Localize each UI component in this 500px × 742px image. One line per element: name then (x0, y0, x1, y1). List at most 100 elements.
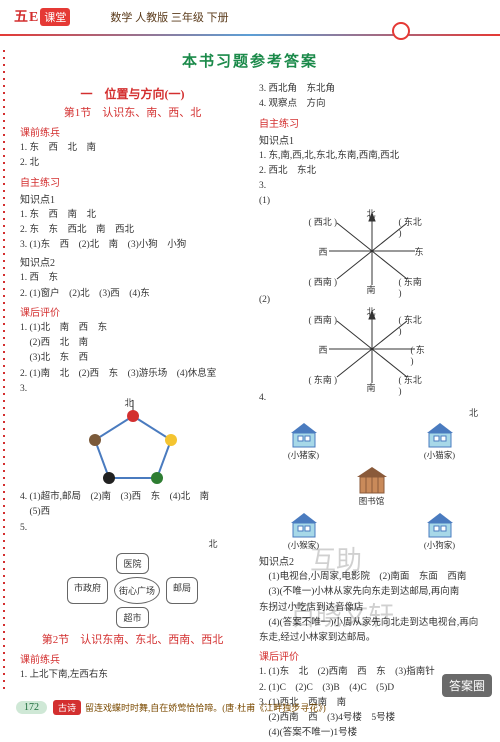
house-icon (287, 421, 321, 449)
house-icon (423, 511, 457, 539)
dir-e: ( 东 ) (411, 343, 427, 366)
dir-nw: ( 西北 ) (309, 215, 338, 228)
answer-line: 1. 西 东 (20, 271, 245, 285)
stamp-badge: 答案圈 (442, 674, 492, 697)
map-gov: 市政府 (67, 577, 108, 604)
answer-line: 4. 观察点 方向 (259, 97, 484, 111)
dir-nw: ( 西南 ) (309, 313, 338, 326)
answer-line: 1. 东,南,西,北,东北,东南,西南,西北 (259, 149, 484, 163)
answer-line: 4. (1)超市,邮局 (2)南 (3)西 东 (4)北 南 (20, 490, 245, 504)
heading-pre: 课前练兵 (20, 124, 245, 139)
right-column: 3. 西北角 东北角 4. 观察点 方向 自主练习 知识点1 1. 东,南,西,… (259, 81, 484, 742)
left-column: 一 位置与方向(一) 第1节 认识东、南、西、北 课前练兵 1. 东 西 北 南… (20, 81, 245, 742)
chapter-title: 一 位置与方向(一) (20, 85, 245, 102)
heading-k2: 知识点2 (20, 254, 245, 269)
subject-info: 数学 人教版 三年级 下册 (110, 9, 228, 25)
map-hospital: 医院 (116, 553, 148, 574)
dir-ne: ( 东北 ) (399, 215, 427, 238)
north-label: 北 (259, 406, 484, 419)
answer-line: 2. (1)南 北 (2)西 东 (3)游乐场 (4)休息室 (20, 367, 245, 381)
map-market: 超市 (116, 607, 148, 628)
side-decoration (3, 50, 5, 689)
house-empty (340, 421, 404, 461)
answer-line: 2. 西北 东北 (259, 164, 484, 178)
north-label: 北 (48, 537, 218, 550)
answer-line: 5. (20, 521, 245, 535)
compass-diagram-2: 北 ( 东北 ) ( 东 ) ( 东北 ) 南 ( 东南 ) 西 ( 西南 ) (317, 309, 427, 389)
answer-line: 2. 东 东 西北 南 西北 (20, 223, 245, 237)
answer-line: 1. 东 西 南 北 (20, 208, 245, 222)
dir-n: 北 (367, 207, 376, 220)
house-dog: (小狗家) (408, 511, 472, 551)
page-main-title: 本书习题参考答案 (0, 50, 500, 71)
answer-line: 3. (20, 382, 245, 396)
library-icon (355, 465, 389, 495)
map-diagram: 北 医院 市政府 街心广场 邮局 超市 (48, 537, 218, 628)
dir-s: 南 (367, 283, 376, 296)
houses-diagram: (小猪家) (小猫家) 图书馆 (小猴家) (小狗家) (272, 421, 472, 551)
answer-line: (3)北 东 西 (20, 351, 245, 365)
answer-line: (1)电视台,小周家,电影院 (2)南面 东面 西南 (259, 570, 484, 584)
answer-line: 3. 西北角 东北角 (259, 82, 484, 96)
section-2-title: 第2节 认识东南、东北、西南、西北 (20, 631, 245, 647)
dir-s: 南 (367, 381, 376, 394)
page-number: 172 (16, 701, 47, 714)
pentagon-diagram: 北 (73, 398, 193, 488)
dir-w: 西 (319, 245, 328, 258)
house-icon (287, 511, 321, 539)
brand-box: 课堂 (40, 8, 70, 26)
dir-e: 东 (415, 245, 424, 258)
house-empty (272, 465, 336, 507)
house-label: 图书馆 (359, 496, 385, 506)
house-label: (小狗家) (424, 540, 455, 550)
content-columns: 一 位置与方向(一) 第1节 认识东、南、西、北 课前练兵 1. 东 西 北 南… (0, 81, 500, 742)
house-pig: (小猪家) (272, 421, 336, 461)
dot-left (89, 434, 101, 446)
answer-line: 1. 东 西 北 南 (20, 141, 245, 155)
dot-br (151, 472, 163, 484)
dir-sw: ( 东南 ) (309, 373, 338, 386)
answer-line: (5)西 (20, 505, 245, 519)
map-center: 街心广场 (114, 577, 160, 604)
compass-diagram-1: 北 ( 东北 ) 东 ( 东南 ) 南 ( 西南 ) 西 ( 西北 ) (317, 211, 427, 291)
dir-n: 北 (367, 305, 376, 318)
heading-self: 自主练习 (259, 115, 484, 130)
header: 五E 课堂 数学 人教版 三年级 下册 (0, 0, 500, 36)
dir-ne: ( 东北 ) (399, 313, 427, 336)
house-icon (423, 421, 457, 449)
answer-line: 3. (259, 179, 484, 193)
dir-se: ( 东南 ) (399, 275, 427, 298)
dot-top (127, 410, 139, 422)
heading-k1: 知识点1 (259, 132, 484, 147)
answer-line: 1. (1)北 南 西 东 (20, 321, 245, 335)
heading-k1: 知识点1 (20, 191, 245, 206)
answer-line: (4)(答案不唯一)1号楼 (259, 726, 484, 740)
header-knot-icon (392, 22, 410, 40)
answer-line: 2. (1)窗户 (2)北 (3)西 (4)东 (20, 287, 245, 301)
poem-label: 古诗 (53, 700, 81, 715)
heading-pre2: 课前练兵 (20, 651, 245, 666)
heading-k2: 知识点2 (259, 553, 484, 568)
section-1-title: 第1节 认识东、南、西、北 (20, 104, 245, 120)
poem-text: 留连戏蝶时时舞,自在娇莺恰恰啼。(唐·杜甫《江畔独步寻花》) (85, 701, 326, 714)
answer-line: 1. 上北下南,左西右东 (20, 668, 245, 682)
dot-right (165, 434, 177, 446)
house-empty (408, 465, 472, 507)
dir-w: 西 (319, 343, 328, 356)
house-cat: (小猫家) (408, 421, 472, 461)
answer-line: (2)西 北 南 (20, 336, 245, 350)
watermark-1: 互助 (310, 540, 362, 577)
heading-post: 课后评价 (20, 304, 245, 319)
answer-line: 3. (1)东 西 (2)北 南 (3)小狗 小狗 (20, 238, 245, 252)
answer-line: 东走,经过小林家到达邮局。 (259, 631, 484, 645)
house-library: 图书馆 (340, 465, 404, 507)
answer-line: 2. 北 (20, 156, 245, 170)
watermark-2: 百晓文轩 (290, 596, 394, 633)
house-label: (小猪家) (288, 450, 319, 460)
dot-bl (103, 472, 115, 484)
footer: 172 古诗 留连戏蝶时时舞,自在娇莺恰恰啼。(唐·杜甫《江畔独步寻花》) (0, 700, 500, 715)
dir-se: ( 东北 ) (399, 373, 427, 396)
heading-self: 自主练习 (20, 174, 245, 189)
north-label: 北 (125, 396, 134, 409)
brand-prefix: 五E (14, 6, 39, 26)
